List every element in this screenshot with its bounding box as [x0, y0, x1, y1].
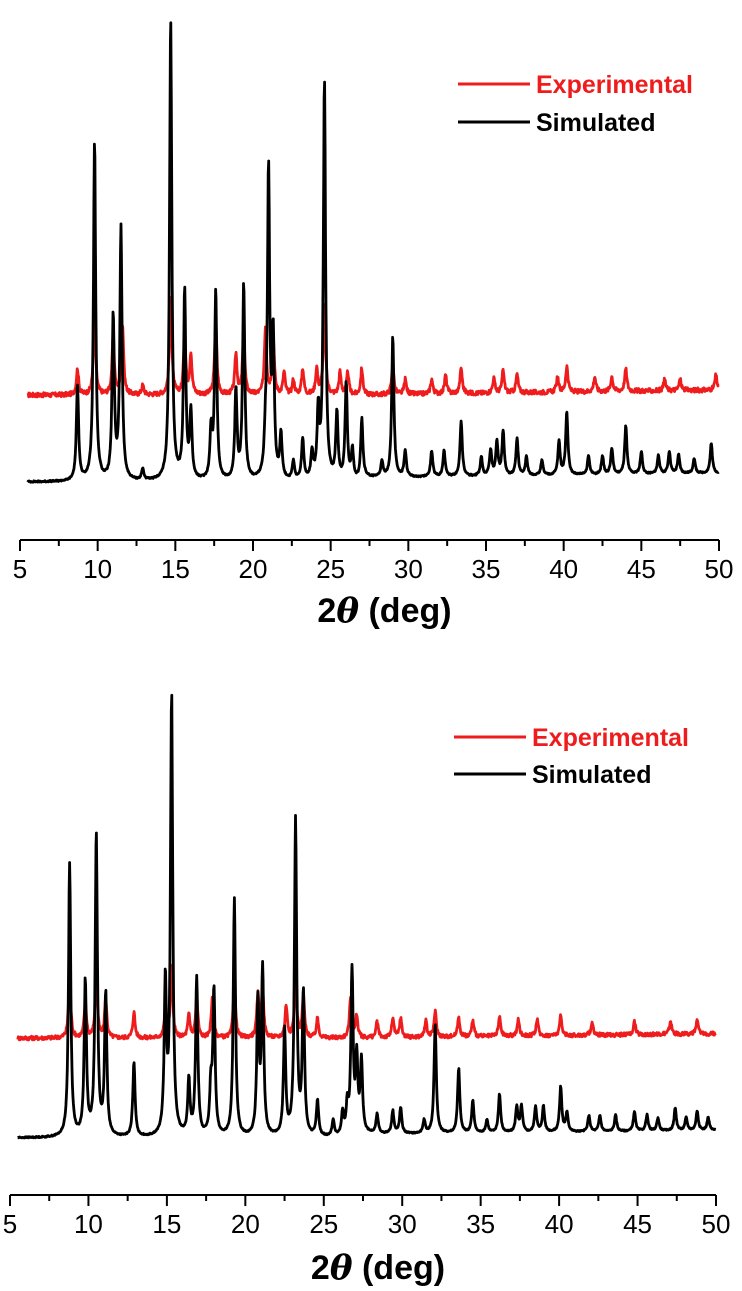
legend-label-experimental: Experimental: [536, 71, 693, 99]
x-tick-label: 40: [545, 1209, 574, 1239]
x-tick-label: 5: [13, 554, 27, 584]
x-axis-label: 2θ (deg): [311, 1248, 445, 1288]
x-tick-label: 25: [316, 554, 345, 584]
x-axis-label-unit: (deg): [359, 592, 452, 630]
x-tick-label: 30: [394, 554, 423, 584]
series-line-experimental: [16, 963, 717, 1042]
legend-label-simulated: Simulated: [532, 761, 651, 789]
x-tick-label: 20: [231, 1209, 260, 1239]
x-tick-label: 50: [702, 1209, 731, 1239]
series-line-simulated: [26, 21, 720, 484]
pattern-curves: [16, 693, 717, 1140]
x-axis-label: 2θ (deg): [317, 591, 451, 631]
x-tick-label: 45: [623, 1209, 652, 1239]
x-tick-label: 20: [239, 554, 268, 584]
x-axis-ticks: 5 10 15 20 25 30 35 40 45 50: [13, 540, 734, 584]
x-axis-ticks: 5 10 15 20 25 30 35 40 45 50: [3, 1195, 731, 1239]
x-axis-label-unit: (deg): [353, 1249, 446, 1287]
x-tick-label: 10: [74, 1209, 103, 1239]
x-tick-label: 15: [152, 1209, 181, 1239]
x-axis-label-symbol: θ: [336, 591, 359, 631]
x-tick-label: 35: [472, 554, 501, 584]
xrd-panel-top: 5 10 15 20 25 30 35 40 45 50 2θ (deg) Experimenta…: [13, 21, 734, 631]
x-tick-label: 25: [309, 1209, 338, 1239]
x-tick-label: 35: [466, 1209, 495, 1239]
x-axis-label-number: 2: [317, 592, 336, 630]
x-tick-label: 15: [161, 554, 190, 584]
xrd-panel-bottom: 5 10 15 20 25 30 35 40 45 50 2θ (deg) Experimenta…: [3, 693, 731, 1288]
x-axis-label-number: 2: [311, 1249, 330, 1287]
x-tick-label: 10: [83, 554, 112, 584]
x-tick-label: 30: [388, 1209, 417, 1239]
series-line-simulated: [16, 693, 717, 1140]
x-tick-label: 50: [705, 554, 734, 584]
series-line-experimental: [26, 296, 720, 399]
legend: Experimental Simulated: [454, 724, 689, 789]
pattern-curves: [26, 21, 720, 484]
legend-label-experimental: Experimental: [532, 724, 689, 752]
x-axis-label-symbol: θ: [330, 1248, 353, 1288]
x-tick-label: 40: [549, 554, 578, 584]
x-tick-label: 45: [627, 554, 656, 584]
legend: Experimental Simulated: [458, 71, 693, 137]
x-tick-label: 5: [3, 1209, 17, 1239]
legend-label-simulated: Simulated: [536, 109, 655, 137]
